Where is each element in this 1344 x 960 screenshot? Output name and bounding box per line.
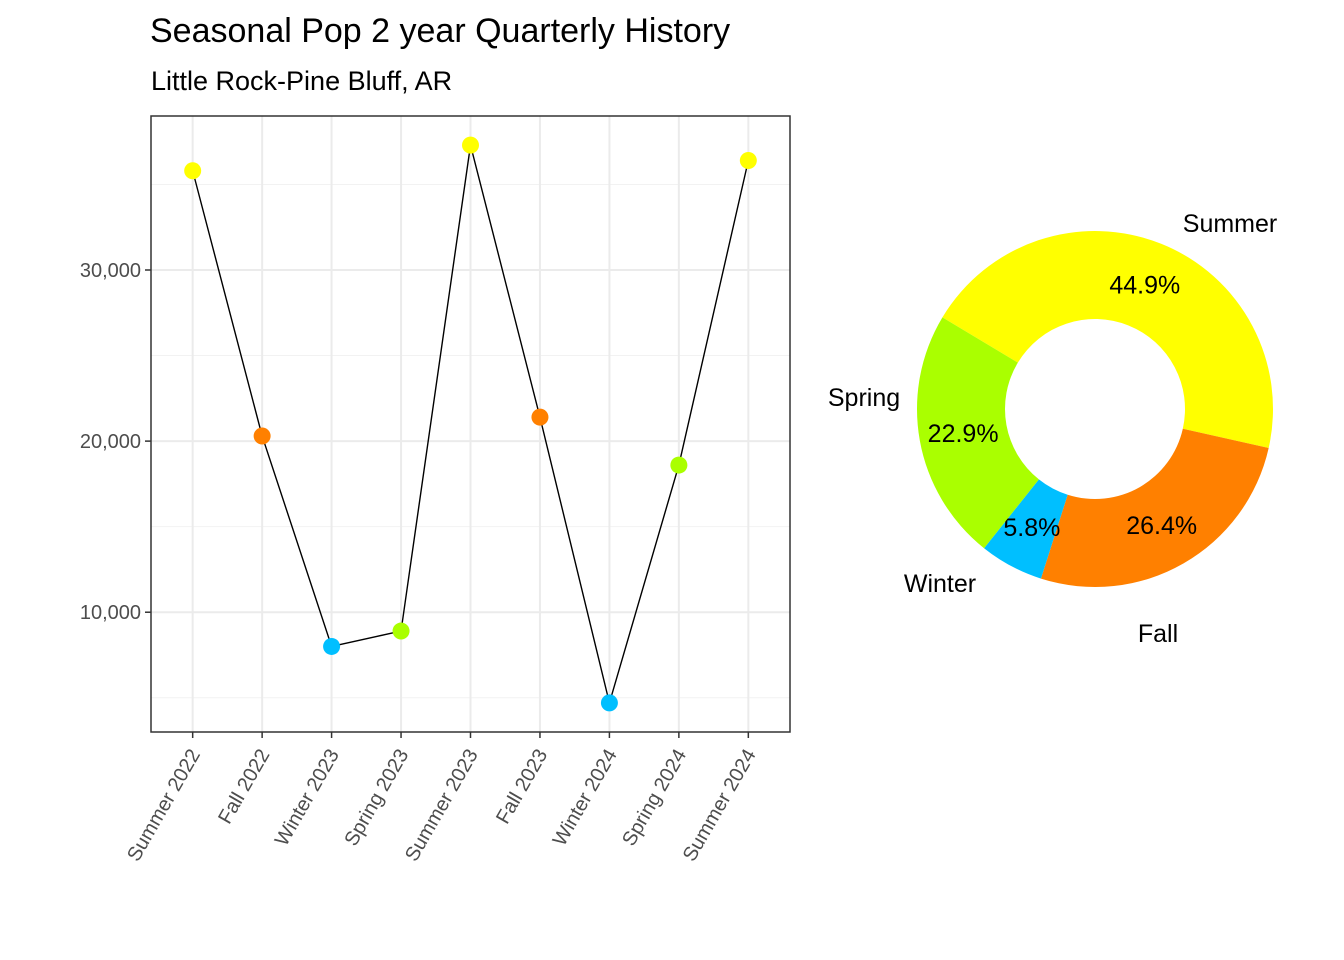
y-tick-label: 10,000 xyxy=(80,602,141,624)
data-point xyxy=(462,136,479,154)
x-tick-label: Winter 2023 xyxy=(271,746,344,850)
donut-slice-summer xyxy=(942,230,1273,448)
donut-category-label: Summer xyxy=(1183,210,1277,238)
data-point xyxy=(739,151,757,169)
donut-slice-fall xyxy=(1040,428,1269,588)
x-tick-label: Winter 2024 xyxy=(549,746,622,850)
donut-chart-panel: 44.9% Summer 26.4% Fall 5.8% Winter 22.9% Sprin… xyxy=(828,210,1277,648)
donut-category-label: Fall xyxy=(1138,620,1178,648)
donut-slice-winter xyxy=(984,479,1068,579)
donut-percent-label: 22.9% xyxy=(928,420,999,448)
donut-percent-label: 5.8% xyxy=(1003,514,1060,542)
y-tick-label: 30,000 xyxy=(80,260,141,282)
data-point xyxy=(670,456,688,474)
data-point xyxy=(531,408,549,426)
donut-slice-spring xyxy=(917,317,1039,549)
donut-category-label: Spring xyxy=(828,384,900,412)
donut-percent-label: 26.4% xyxy=(1126,512,1197,540)
x-tick-label: Spring 2024 xyxy=(618,746,691,850)
x-tick-label: Summer 2024 xyxy=(679,746,761,866)
x-tick-label: Spring 2023 xyxy=(340,746,413,850)
chart-title: Seasonal Pop 2 year Quarterly History xyxy=(150,12,731,50)
chart-subtitle: Little Rock-Pine Bluff, AR xyxy=(151,66,453,96)
y-tick-label: 20,000 xyxy=(80,431,141,453)
data-point xyxy=(184,162,202,180)
data-point xyxy=(600,694,618,712)
x-tick-label: Summer 2022 xyxy=(123,746,205,866)
data-point xyxy=(392,622,410,640)
donut-category-label: Winter xyxy=(904,570,976,598)
x-tick-label: Fall 2023 xyxy=(492,746,552,828)
x-tick-label: Summer 2023 xyxy=(401,746,483,866)
donut-percent-label: 44.9% xyxy=(1109,272,1180,300)
data-point xyxy=(323,637,341,655)
x-tick-label: Fall 2022 xyxy=(214,746,274,828)
data-point xyxy=(253,427,271,445)
